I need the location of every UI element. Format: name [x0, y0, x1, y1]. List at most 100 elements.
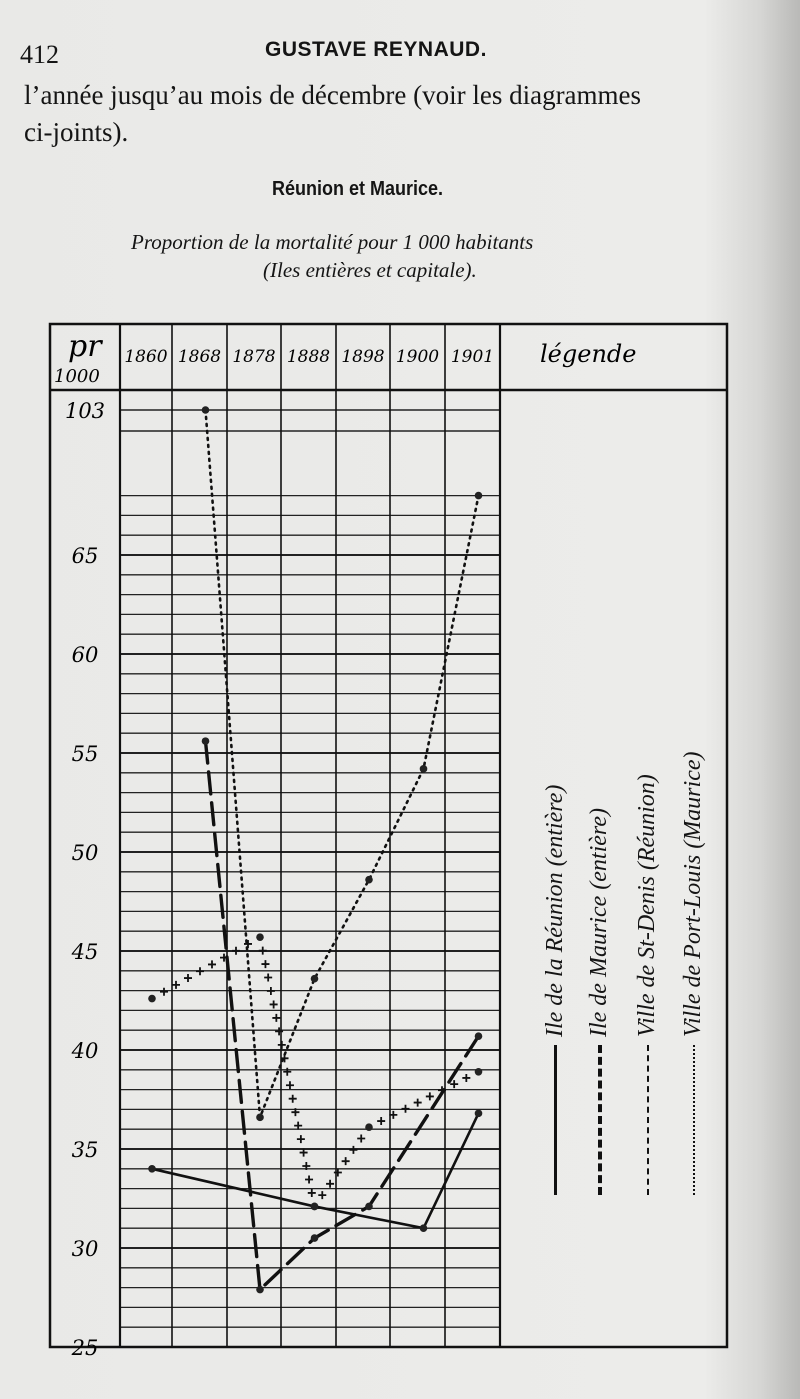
- cross-marker: [291, 1108, 300, 1117]
- running-head: GUSTAVE REYNAUD.: [265, 38, 487, 61]
- data-point: [474, 491, 483, 500]
- data-point: [310, 1202, 319, 1211]
- cross-marker: [296, 1135, 305, 1144]
- legend-label: Ville de St-Denis (Réunion): [634, 774, 660, 1037]
- x-tick-label: 1901: [451, 347, 494, 367]
- legend-entry-maurice: Ile de Maurice (entière): [586, 808, 613, 1195]
- y-tick-label: 55: [72, 742, 99, 766]
- body-text-line: l’année jusqu’au mois de décembre (voir …: [24, 80, 642, 110]
- legend-entry-reunion: Ile de la Réunion (entière): [542, 785, 569, 1195]
- cross-marker: [261, 960, 270, 969]
- data-point: [148, 1165, 156, 1173]
- cross-marker: [305, 1175, 314, 1184]
- legend-label: Ile de la Réunion (entière): [542, 784, 568, 1037]
- data-point: [201, 406, 210, 414]
- legend-entry-port-louis: Ville de Port-Louis (Maurice): [680, 751, 707, 1195]
- cross-marker: [357, 1134, 366, 1143]
- y-tick-label: 30: [72, 1237, 99, 1261]
- series-line: [204, 408, 480, 1118]
- cross-marker: [425, 1092, 434, 1101]
- x-tick-label: 1898: [341, 347, 384, 367]
- x-tick-label: 1888: [287, 347, 330, 367]
- y-tick-label: 60: [72, 643, 99, 667]
- series-line: [203, 739, 481, 1294]
- cross-marker: [264, 973, 273, 982]
- y-unit-label-top: pr: [68, 329, 103, 364]
- y-tick-label: 35: [72, 1138, 99, 1162]
- legend-sample-short-dash: [646, 1045, 649, 1195]
- y-tick-label: 25: [71, 1336, 99, 1360]
- cross-marker: [272, 1013, 281, 1022]
- cross-marker: [220, 953, 228, 962]
- cross-marker: [277, 1040, 286, 1049]
- x-tick-label: 1868: [178, 347, 221, 367]
- y-unit-label-bottom: 1000: [54, 366, 100, 387]
- legend-label: Ile de Maurice (entière): [586, 808, 612, 1037]
- cross-marker: [208, 960, 216, 969]
- cross-marker: [275, 1027, 284, 1036]
- cross-marker: [196, 967, 204, 976]
- data-point: [474, 1067, 483, 1076]
- cross-marker: [294, 1121, 303, 1130]
- legend-sample-long-dash: [597, 1045, 602, 1195]
- cross-marker: [299, 1148, 308, 1157]
- series-solid: [148, 1109, 483, 1232]
- y-tick-label: 50: [72, 841, 99, 865]
- cross-marker: [258, 946, 267, 955]
- data-point: [256, 1113, 264, 1122]
- data-point: [365, 875, 373, 884]
- x-tick-label: 1878: [232, 347, 275, 367]
- cross-marker: [302, 1162, 311, 1171]
- data-point: [365, 1123, 373, 1132]
- data-point: [148, 994, 156, 1003]
- cross-marker: [401, 1104, 410, 1113]
- cross-marker: [285, 1081, 294, 1090]
- data-point: [365, 1202, 373, 1211]
- data-point: [474, 1032, 483, 1040]
- section-title: Réunion et Maurice.: [272, 178, 444, 200]
- data-point: [474, 1109, 483, 1118]
- x-tick-label: 1860: [124, 347, 167, 367]
- legend-sample-solid: [554, 1045, 557, 1195]
- cross-marker: [172, 980, 180, 989]
- cross-marker: [283, 1067, 292, 1076]
- series-long-dash: [201, 737, 483, 1294]
- legend-title: légende: [540, 340, 636, 368]
- series-short-dash: [148, 933, 483, 1211]
- data-point: [419, 765, 428, 773]
- legend-sample-dotted: [692, 1045, 695, 1195]
- cross-marker: [266, 986, 275, 995]
- cross-marker: [244, 939, 252, 948]
- cross-marker: [318, 1191, 327, 1200]
- x-tick-label: 1900: [396, 347, 439, 367]
- series-dotted: [201, 406, 483, 1122]
- cross-marker: [413, 1098, 422, 1107]
- page-number: 412: [20, 40, 59, 69]
- cross-marker: [184, 974, 192, 983]
- cross-marker: [389, 1110, 398, 1119]
- chart-title: Proportion de la mortalité pour 1 000 ha…: [131, 230, 534, 254]
- y-tick-label: 40: [71, 1039, 99, 1063]
- series-line: [150, 1112, 480, 1230]
- cross-marker: [288, 1094, 297, 1103]
- data-point: [419, 1224, 428, 1232]
- data-point: [201, 737, 210, 745]
- chart-frame: [48, 322, 729, 1349]
- cross-marker: [326, 1179, 335, 1188]
- cross-marker: [232, 946, 240, 955]
- body-text-line: ci-joints).: [24, 117, 129, 147]
- y-tick-label: 103: [65, 399, 105, 423]
- cross-marker: [462, 1073, 471, 1082]
- cross-marker: [377, 1117, 386, 1126]
- y-tick-label: 45: [71, 940, 99, 964]
- legend-entry-st-denis: Ville de St-Denis (Réunion): [634, 774, 661, 1195]
- data-point: [256, 933, 264, 941]
- cross-marker: [160, 987, 168, 996]
- y-tick-label: 65: [72, 544, 99, 568]
- cross-marker: [307, 1188, 316, 1197]
- cross-marker: [438, 1086, 446, 1095]
- cross-marker: [450, 1080, 459, 1089]
- legend-label: Ville de Port-Louis (Maurice): [680, 751, 706, 1038]
- cross-marker: [269, 1000, 278, 1009]
